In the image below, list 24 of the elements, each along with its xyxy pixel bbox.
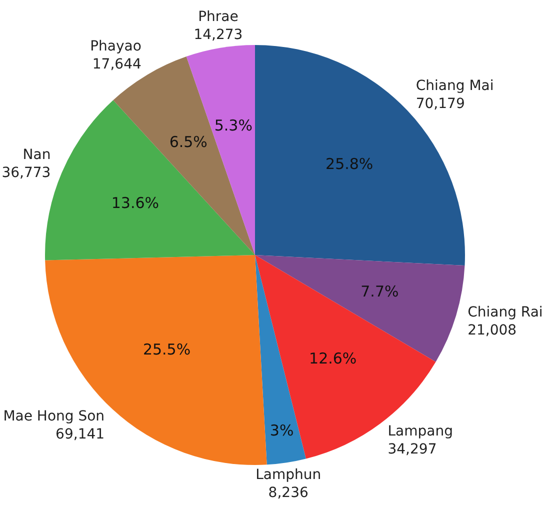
data-label: 6.5% [169,133,208,152]
text: 8,236 [268,485,308,502]
text: 21,008 [468,322,517,338]
text: 34,297 [388,442,437,458]
slice-label: Nan [22,146,51,163]
text: 70,179 [416,96,465,112]
slice-label: Chiang Mai [416,78,494,94]
slice-label: Phrae [198,8,238,25]
data-label: 12.6% [309,349,357,368]
data-label: 13.6% [111,194,160,212]
slice-label: Mae Hong Son [3,408,105,424]
data-label: 7.7% [360,282,399,300]
slice-label: Lampang [388,424,453,440]
text: 36,773 [2,164,51,181]
slice-label: Phayao [90,38,142,54]
text: 69,141 [56,426,105,442]
text: 17,644 [92,56,142,72]
data-label: 3% [270,421,294,440]
text: 14,273 [194,26,243,43]
data-label: 25.5% [142,340,191,359]
data-label: 5.3% [214,116,252,134]
slice-label: Lamphun [256,467,322,484]
data-label: 25.8% [326,155,374,174]
slice-label: Chiang Rai [468,304,543,320]
